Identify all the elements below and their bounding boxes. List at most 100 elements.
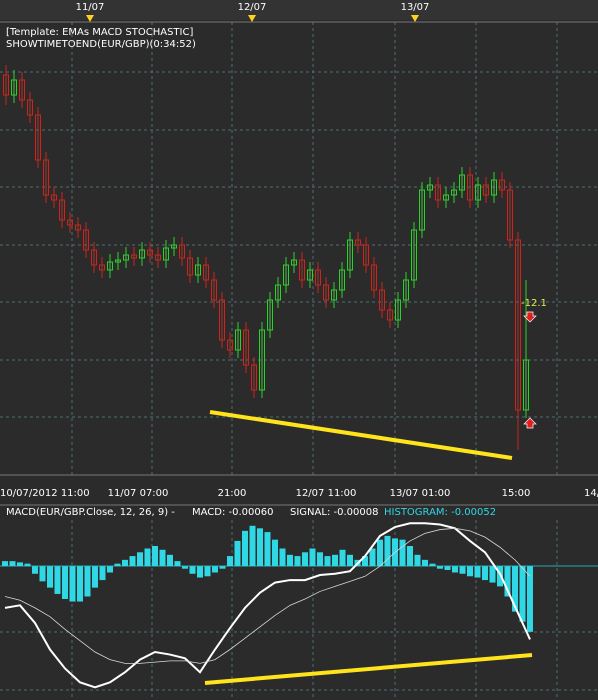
candle-body [83, 229, 89, 251]
histogram-bar [39, 566, 46, 582]
candle-body [515, 239, 521, 411]
candle-body [315, 269, 321, 286]
candle-body [171, 244, 177, 249]
macd-line [4, 522, 531, 689]
candle-body [507, 189, 513, 241]
candle-body [491, 179, 497, 196]
candle-body [163, 247, 169, 261]
candle-body [339, 269, 345, 291]
histogram-bar [257, 528, 263, 567]
candle-body [27, 99, 33, 116]
grid [0, 22, 598, 700]
marker-triangle [411, 15, 419, 22]
histogram-bar [429, 563, 436, 567]
arrow-up [523, 417, 537, 429]
candle-body [467, 174, 473, 201]
histogram-bar [152, 545, 158, 567]
candle-body [195, 264, 201, 276]
candle-body [363, 244, 369, 266]
candle-body [475, 184, 481, 201]
histogram-bar [234, 540, 241, 567]
histogram-bar [129, 556, 136, 567]
histogram-bar [422, 559, 428, 567]
histogram-bar [272, 539, 278, 567]
candle-body [147, 249, 153, 256]
histogram-bar [519, 566, 526, 622]
histogram-bar [437, 566, 443, 569]
histogram-bar [317, 552, 323, 567]
histogram-bar [107, 566, 113, 573]
candle-body [347, 239, 353, 271]
date-strip [0, 0, 598, 20]
histogram-bar [309, 548, 316, 567]
candle-body [371, 264, 377, 291]
histogram-bar [9, 561, 16, 567]
candle-body [115, 259, 121, 263]
candle-body [443, 194, 449, 201]
histogram-bar [99, 566, 106, 581]
histogram-bar [324, 556, 331, 567]
annotation: -12.1 [521, 298, 547, 309]
histogram-bar [174, 561, 181, 567]
candle-body [379, 289, 385, 311]
macd-line [4, 527, 531, 664]
histogram-bar [47, 566, 53, 588]
time-label: 14/ [584, 488, 598, 499]
histogram-bar [189, 566, 196, 574]
histogram-bar [512, 566, 518, 612]
candle-body [499, 179, 505, 191]
histogram-bar [339, 549, 346, 567]
candle-body [35, 114, 41, 161]
marker-triangle [86, 15, 94, 22]
histogram-bar [69, 566, 76, 602]
date-marker: 13/07 [401, 2, 430, 13]
candle-body [435, 184, 441, 201]
candle-body [11, 79, 17, 96]
date-marker: 11/07 [76, 2, 105, 13]
histogram-bar [17, 562, 23, 567]
histogram-bar [459, 566, 466, 574]
date-marker: 12/07 [238, 2, 267, 13]
candle-body [3, 74, 9, 96]
histogram-bar [467, 566, 473, 577]
histogram-bar [92, 566, 98, 588]
histogram-bar [159, 549, 166, 567]
histogram-bar [24, 563, 31, 567]
arrow-down [523, 311, 537, 323]
candle-body [523, 359, 529, 411]
histogram-bar [54, 566, 61, 594]
histogram-bar [77, 566, 83, 602]
histogram-bar [302, 552, 308, 567]
candle-body [235, 329, 241, 351]
candle-body [139, 249, 145, 259]
candle-body [211, 279, 217, 301]
candle-body [123, 254, 129, 261]
candle-body [67, 219, 73, 226]
histogram-bar [62, 566, 68, 600]
time-label: 11/07 07:00 [108, 488, 169, 499]
histogram-bar [369, 548, 376, 567]
histogram-bar [489, 566, 496, 583]
candle-body [331, 289, 337, 301]
histogram-bar [332, 554, 338, 567]
histogram-bar [167, 554, 173, 567]
histogram-bar [407, 545, 413, 567]
macd-value: MACD: -0.00060 [192, 507, 273, 518]
candle-body [275, 284, 281, 301]
candle-body [107, 261, 113, 271]
histogram-bar [32, 566, 38, 574]
candle-body [411, 229, 417, 281]
histogram-value: HISTOGRAM: -0.00052 [384, 507, 496, 518]
histogram-bar [287, 554, 293, 567]
histogram-bar [497, 566, 503, 587]
candle-body [387, 309, 393, 321]
signal-value: SIGNAL: -0.00008 [290, 507, 378, 518]
histogram-bar [474, 566, 481, 578]
candle-body [283, 264, 289, 286]
candle-body [419, 189, 425, 231]
histogram-bar [212, 566, 218, 573]
candle-body [155, 254, 161, 261]
histogram-bar [452, 566, 458, 573]
candle-body [267, 299, 273, 331]
macd-title: MACD(EUR/GBP.Close, 12, 26, 9) - [6, 507, 175, 518]
